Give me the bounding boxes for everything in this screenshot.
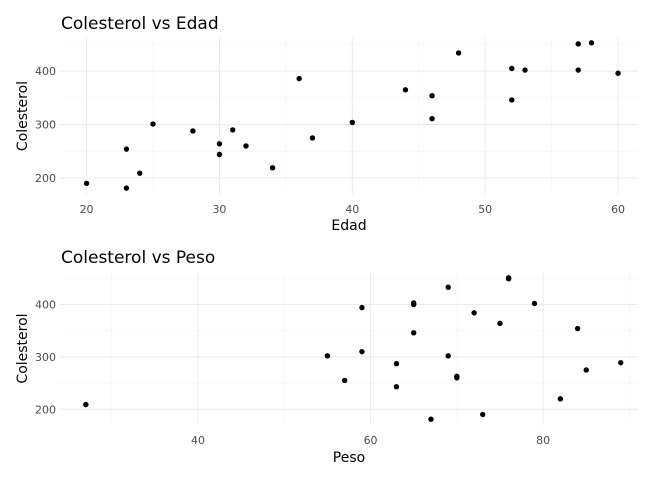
x-tick-label: 50 [478, 203, 492, 216]
data-point [509, 97, 515, 103]
x-axis-title: Peso [333, 450, 365, 466]
data-point [83, 401, 89, 408]
y-tick-label: 300 [35, 119, 56, 132]
data-point [402, 87, 409, 93]
chart-title: Colesterol vs Peso [61, 248, 215, 268]
data-point [359, 348, 365, 355]
y-tick-label: 300 [35, 351, 56, 364]
data-point [522, 67, 528, 73]
scatter-chart-2: 40 60 80 200 300 400 Colesterol vs Peso Peso Col… [15, 248, 638, 466]
x-axis-title: Edad [331, 218, 366, 234]
data-point [429, 115, 435, 122]
data-point [428, 416, 434, 422]
data-point [411, 301, 417, 308]
data-point [505, 276, 512, 282]
data-points [83, 275, 624, 422]
grid [60, 38, 638, 194]
x-tick-label: 60 [611, 203, 625, 216]
data-point [445, 353, 451, 359]
data-point [618, 359, 624, 366]
data-point [615, 70, 621, 76]
data-point [583, 367, 589, 373]
data-point [497, 320, 503, 327]
data-point [349, 119, 356, 126]
data-point [480, 411, 486, 418]
data-point [216, 151, 223, 158]
data-point [324, 353, 331, 359]
data-point [137, 170, 143, 176]
data-point [557, 396, 564, 402]
data-point [190, 128, 196, 134]
x-tick-label: 20 [80, 203, 94, 216]
data-point [269, 165, 276, 171]
y-tick-label: 400 [35, 298, 56, 311]
y-tick-label: 400 [35, 65, 56, 78]
grid [60, 272, 638, 425]
x-tick-label: 30 [212, 203, 226, 216]
data-point [575, 67, 581, 73]
data-point [150, 121, 156, 127]
x-tick-label: 80 [536, 434, 550, 447]
x-tick-label: 40 [191, 434, 205, 447]
scatter-chart-1: 20 30 40 50 60 200 300 400 Colesterol vs Edad Eda… [15, 14, 638, 234]
data-point [83, 180, 90, 187]
data-point [471, 310, 477, 316]
data-point [216, 141, 223, 147]
data-point [445, 284, 451, 290]
data-point [341, 377, 348, 384]
data-point [574, 325, 581, 332]
data-point [509, 65, 515, 72]
data-point [411, 330, 417, 336]
data-point [454, 375, 460, 381]
y-tick-label: 200 [35, 172, 56, 185]
data-point [123, 185, 130, 191]
data-point [359, 304, 365, 311]
data-point [230, 127, 236, 133]
chart-title: Colesterol vs Edad [61, 14, 219, 34]
data-point [531, 300, 538, 307]
data-point [393, 360, 400, 367]
data-point [588, 40, 595, 46]
data-point [575, 41, 581, 47]
data-point [243, 143, 249, 149]
data-point [296, 75, 302, 82]
data-point [429, 92, 435, 99]
data-point [455, 50, 462, 56]
x-tick-label: 60 [364, 434, 378, 447]
y-axis-title: Colesterol [15, 81, 31, 151]
x-tick-label: 40 [345, 203, 359, 216]
data-point [123, 146, 130, 152]
data-point [309, 135, 316, 141]
data-points [83, 40, 621, 191]
y-tick-label: 200 [35, 403, 56, 416]
y-axis-title: Colesterol [15, 313, 31, 383]
data-point [393, 384, 400, 390]
